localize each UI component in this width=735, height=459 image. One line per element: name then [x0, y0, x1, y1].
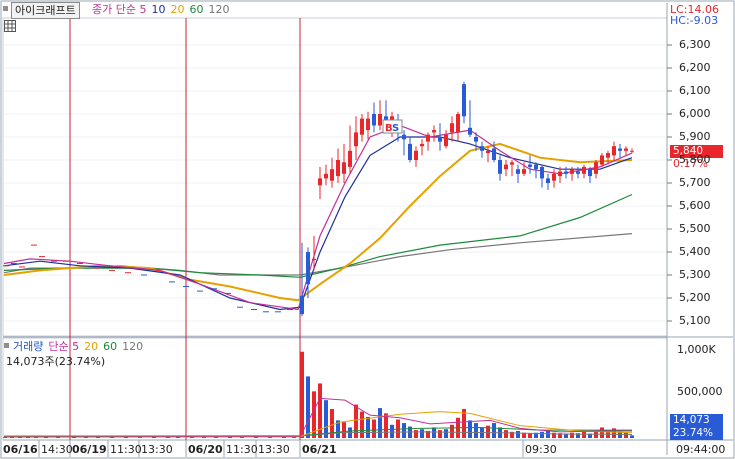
time-axis-ticks [0, 440, 524, 457]
time-axis-label: 09:30 [525, 443, 557, 456]
legend-vol-ma20: 20 [84, 340, 99, 353]
time-axis-label: 13:30 [141, 443, 173, 456]
candlesticks [3, 81, 634, 317]
buy-sell-marker[interactable]: B S [382, 119, 403, 134]
current-volume-pct-tag: 23.74% [670, 427, 723, 440]
price-axis-label: 5,300 [679, 268, 711, 281]
moving-average-lines [3, 124, 633, 311]
legend-volume: 거래량 [13, 340, 44, 353]
volume-axis-label-1000k: 1,000K [677, 343, 716, 356]
time-axis-label: 13:30 [258, 443, 290, 456]
price-axis-label: 5,600 [679, 199, 711, 212]
price-axis-label: 5,500 [679, 222, 711, 235]
collapse-square-icon[interactable] [3, 6, 8, 11]
volume-bars [3, 351, 634, 438]
price-pane [2, 17, 668, 337]
price-axis-label: 5,400 [679, 245, 711, 258]
price-axis-ticks [667, 44, 672, 322]
time-axis-label: 11:30 [110, 443, 142, 456]
legend-ma120: 120 [208, 3, 230, 16]
price-axis-label: 5,900 [679, 130, 711, 143]
svg-text:S: S [392, 123, 399, 134]
legend-vol-ma120: 120 [122, 340, 144, 353]
legend-vol-ma5: 단순 5 [48, 340, 80, 353]
table-grid-icon[interactable] [4, 20, 16, 32]
price-axis-label: 5,200 [679, 291, 711, 304]
time-axis-label: 06/21 [302, 443, 337, 456]
volume-collapse-square-icon[interactable] [4, 343, 9, 348]
hc-readout: HC:-9.03 [670, 14, 719, 27]
current-change: 0.17% [673, 157, 708, 170]
volume-axis-label-500000: 500,000 [677, 385, 723, 398]
time-axis-label: 06/19 [72, 443, 107, 456]
time-axis-label: 14:30 [41, 443, 73, 456]
legend-vol-ma60: 60 [103, 340, 118, 353]
price-axis-label: 5,800 [679, 153, 711, 166]
price-axis-label: 6,300 [679, 38, 711, 51]
price-axis-label: 6,200 [679, 61, 711, 74]
price-gridlines [4, 44, 666, 322]
current-price-tag: 5,840 [670, 145, 723, 158]
legend-ma10: 10 [151, 3, 166, 16]
time-axis-label: 11:30 [226, 443, 258, 456]
stock-title[interactable]: 아이크래프트 [11, 2, 80, 19]
volume-legend: 거래량 단순 5 20 60 120 [13, 340, 148, 354]
price-axis-label: 5,700 [679, 176, 711, 189]
volume-ma-lines [3, 397, 633, 438]
current-volume-tag: 14,073 [670, 414, 723, 427]
legend-ma20: 20 [170, 3, 185, 16]
time-axis-label: 09:44:00 [676, 443, 726, 456]
price-axis-label: 6,100 [679, 84, 711, 97]
time-axis-label: 06/16 [3, 443, 38, 456]
time-axis-label: 06/20 [188, 443, 223, 456]
price-axis-label: 6,000 [679, 107, 711, 120]
volume-readout: 14,073주(23.74%) [6, 355, 106, 368]
price-axis-label: 5,100 [679, 314, 711, 327]
lc-readout: LC:14.06 [670, 3, 720, 16]
legend-close-ma5: 종가 단순 5 [92, 3, 147, 16]
price-legend: 종가 단순 5 10 20 60 120 [92, 3, 234, 17]
svg-text:B: B [385, 123, 393, 134]
legend-ma60: 60 [189, 3, 204, 16]
